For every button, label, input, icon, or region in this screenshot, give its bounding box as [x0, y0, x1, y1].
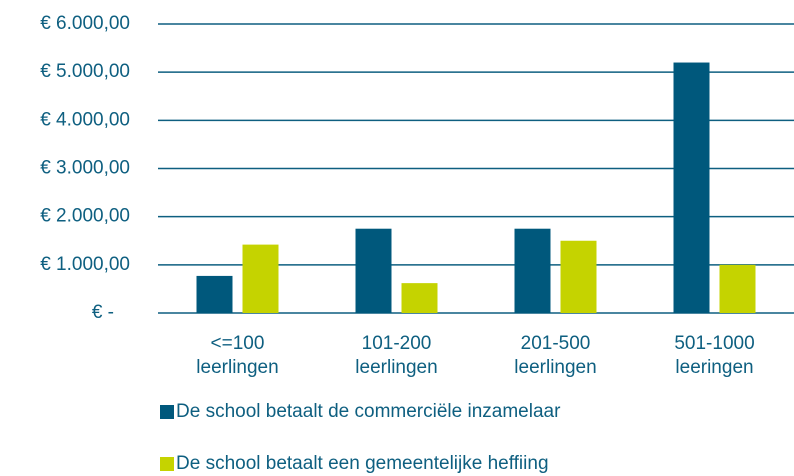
x-tick-label: leerlingen [514, 357, 596, 378]
x-tick-label: leerlingen [355, 357, 437, 378]
bar [355, 228, 392, 313]
bar [514, 228, 551, 313]
bar [673, 62, 710, 314]
y-tick-label: € - [92, 302, 114, 323]
legend-label: De school betaalt de commerciële inzamel… [176, 401, 561, 422]
legend-label: De school betaalt een gemeentelijke heff… [176, 453, 549, 474]
x-tick-label: <=100 [211, 333, 265, 354]
legend-swatch [160, 405, 174, 419]
y-tick-label: € 4.000,00 [40, 109, 130, 130]
y-tick-label: € 5.000,00 [40, 61, 130, 82]
bar [401, 283, 438, 313]
x-tick-label: 101-200 [362, 333, 432, 354]
bar [719, 264, 756, 313]
bar [196, 275, 233, 313]
bar [560, 240, 597, 313]
x-tick-label: leeringen [675, 357, 753, 378]
x-tick-label: 201-500 [521, 333, 591, 354]
x-tick-label: leerlingen [196, 357, 278, 378]
y-tick-label: € 1.000,00 [40, 254, 130, 275]
y-tick-label: € 3.000,00 [40, 158, 130, 179]
x-tick-label: 501-1000 [674, 333, 754, 354]
legend-swatch [160, 457, 174, 471]
y-tick-label: € 6.000,00 [40, 13, 130, 34]
y-tick-label: € 2.000,00 [40, 206, 130, 227]
bar [242, 244, 279, 313]
